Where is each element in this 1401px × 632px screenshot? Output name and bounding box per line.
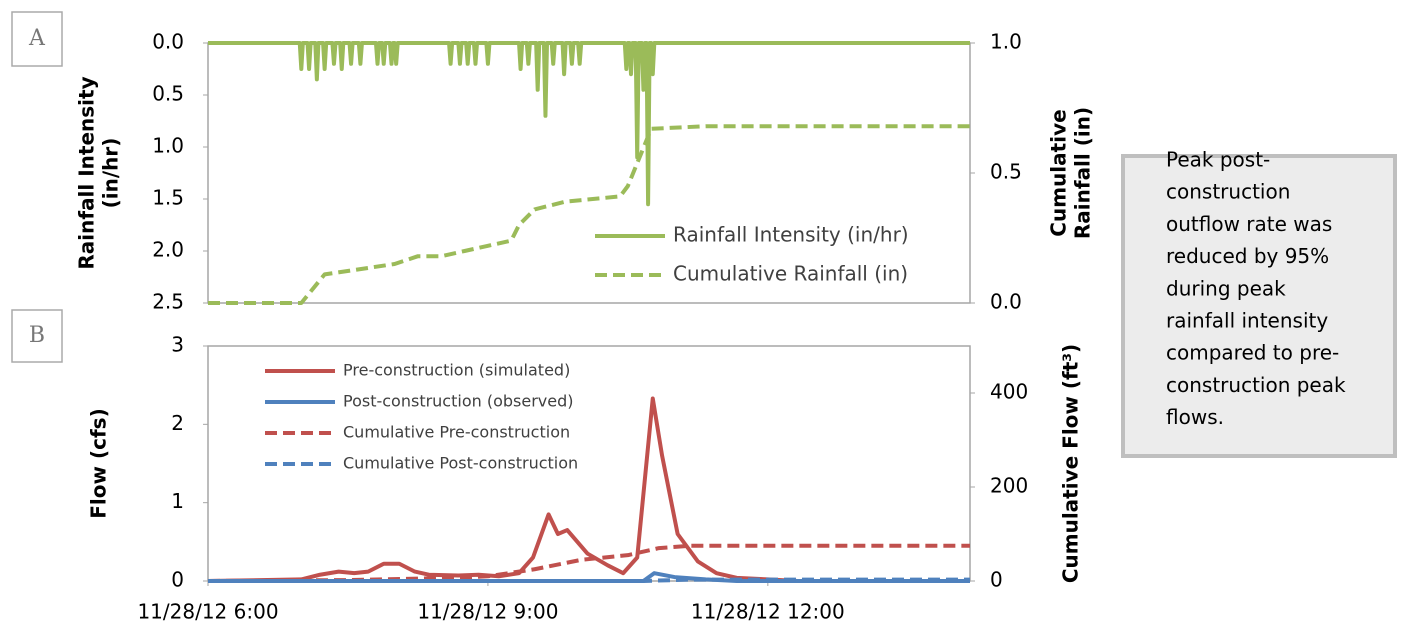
y-tick-label: 0.0 [152,30,184,54]
note-text: Peak post- [1166,148,1270,172]
note-text: construction peak [1166,373,1346,397]
legend-label: Cumulative Pre-construction [343,423,570,442]
note-text: compared to pre- [1166,341,1339,365]
x-tick-label: 11/28/12 12:00 [691,600,845,624]
axis-label: Cumulative [1047,109,1071,236]
panel-label-box [11,11,63,67]
panel-label: A [28,26,46,51]
legend-label: Cumulative Post-construction [343,454,578,473]
note-text: rainfall intensity [1166,309,1328,333]
panel-label: B [29,323,45,348]
y2-tick-label: 1.0 [990,30,1022,54]
y-tick-label: 0 [171,568,184,592]
note-text: reduced by 95% [1166,244,1329,268]
axis-label: Flow (cfs) [87,408,111,518]
y-tick-label: 0.5 [152,82,184,106]
legend-label: Pre-construction (simulated) [343,361,570,380]
series-line [207,396,970,583]
y2-tick-label: 400 [990,380,1028,404]
note-box [1121,154,1397,458]
panel-label-box [11,309,63,363]
y-tick-label: 1.0 [152,134,184,158]
x-tick-label: 11/28/12 6:00 [137,600,278,624]
y2-tick-label: 200 [990,474,1028,498]
legend-label: Post-construction (observed) [343,392,574,411]
note-text: flows. [1166,405,1224,429]
note-text: construction [1166,180,1290,204]
series-line [208,577,970,583]
y2-tick-label: 0.5 [990,160,1022,184]
note-text: during peak [1166,276,1286,300]
axis-label: Cumulative Flow (ft³) [1059,344,1083,583]
series-line [208,41,970,207]
y-tick-label: 2.0 [152,238,184,262]
note-text: outflow rate was [1166,212,1332,236]
legend-label: Cumulative Rainfall (in) [673,262,908,286]
axis-label: Rainfall Intensity [75,76,99,269]
legend-label: Rainfall Intensity (in/hr) [673,223,909,247]
y-tick-label: 3 [171,333,184,357]
y-tick-label: 1.5 [152,186,184,210]
y-tick-label: 1 [171,489,184,513]
y2-tick-label: 0.0 [990,290,1022,314]
y-tick-label: 2 [171,411,184,435]
y-tick-label: 2.5 [152,290,184,314]
y2-tick-label: 0 [990,568,1003,592]
axis-label: (in/hr) [99,138,123,209]
x-tick-label: 11/28/12 9:00 [417,600,558,624]
axis-label: Rainfall (in) [1071,107,1095,239]
